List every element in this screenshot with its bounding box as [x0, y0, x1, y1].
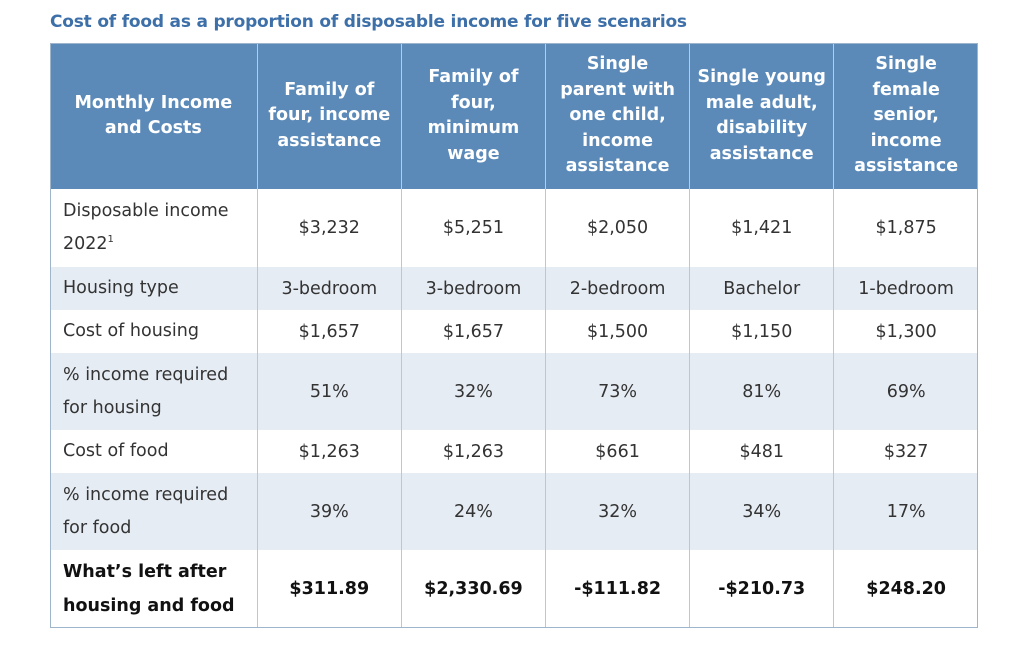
row-label: Cost of food	[50, 430, 258, 473]
table-cell: $1,263	[400, 430, 546, 473]
table-cell: $1,263	[256, 430, 402, 473]
table-cell-negative: -$210.73	[689, 550, 834, 628]
table-cell: 32%	[544, 473, 690, 550]
table-cell: $311.89	[256, 550, 402, 628]
table-cell: 3-bedroom	[256, 267, 402, 310]
row-label-text: Disposable income 2022	[63, 201, 229, 254]
table-row-pct-food: % income required for food 39% 24% 32% 3…	[50, 473, 978, 550]
table-cell: 34%	[689, 473, 834, 550]
table-row-pct-housing: % income required for housing 51% 32% 73…	[50, 353, 978, 430]
row-label: Housing type	[50, 267, 258, 310]
header-row: Monthly Income and Costs Family of four,…	[50, 43, 978, 189]
row-label: % income required for food	[50, 473, 258, 550]
table-cell: 1-bedroom	[833, 267, 978, 310]
header-family-four-minimum-wage: Family of four, minimum wage	[400, 43, 546, 189]
table-row-whats-left: What’s left after housing and food $311.…	[50, 550, 978, 628]
table-cell: $1,300	[833, 310, 978, 353]
row-label: % income required for housing	[50, 353, 258, 430]
table-cell: $661	[544, 430, 690, 473]
table-cell: $481	[689, 430, 834, 473]
food-cost-table: Monthly Income and Costs Family of four,…	[50, 43, 978, 628]
footnote-marker: 1	[107, 234, 114, 246]
table-cell: 3-bedroom	[400, 267, 546, 310]
table-cell: $2,330.69	[400, 550, 546, 628]
table-cell: $1,657	[400, 310, 546, 353]
header-single-parent: Single parent with one child, income ass…	[544, 43, 690, 189]
table-cell: $1,500	[544, 310, 690, 353]
table-row-cost-of-food: Cost of food $1,263 $1,263 $661 $481 $32…	[50, 430, 978, 473]
table-cell: 69%	[833, 353, 978, 430]
table-cell: $5,251	[400, 189, 546, 267]
table-cell: 24%	[400, 473, 546, 550]
table-cell: $327	[833, 430, 978, 473]
table-row-housing-type: Housing type 3-bedroom 3-bedroom 2-bedro…	[50, 267, 978, 310]
table-cell: Bachelor	[689, 267, 834, 310]
table-cell-negative: -$111.82	[544, 550, 690, 628]
table-title: Cost of food as a proportion of disposab…	[50, 12, 687, 32]
table-row-disposable-income: Disposable income 20221 $3,232 $5,251 $2…	[50, 189, 978, 267]
table-cell: 32%	[400, 353, 546, 430]
table-cell: $1,150	[689, 310, 834, 353]
table-row-cost-of-housing: Cost of housing $1,657 $1,657 $1,500 $1,…	[50, 310, 978, 353]
table-cell: $1,421	[689, 189, 834, 267]
table-cell: 51%	[256, 353, 402, 430]
table-cell: 17%	[833, 473, 978, 550]
row-label: Disposable income 20221	[50, 189, 258, 267]
table-cell: $3,232	[256, 189, 402, 267]
table-cell: 2-bedroom	[544, 267, 690, 310]
table-cell: $2,050	[544, 189, 690, 267]
table-cell: 81%	[689, 353, 834, 430]
table-cell: 39%	[256, 473, 402, 550]
table-cell: 73%	[544, 353, 690, 430]
table-cell: $1,657	[256, 310, 402, 353]
row-label: Cost of housing	[50, 310, 258, 353]
header-single-female-senior: Single female senior, income assistance	[833, 43, 978, 189]
header-single-young-male: Single young male adult, disability assi…	[689, 43, 834, 189]
table-cell: $248.20	[833, 550, 978, 628]
header-monthly-income-and-costs: Monthly Income and Costs	[50, 43, 258, 189]
table-cell: $1,875	[833, 189, 978, 267]
header-family-four-income-assistance: Family of four, income assistance	[256, 43, 402, 189]
row-label: What’s left after housing and food	[50, 550, 258, 628]
